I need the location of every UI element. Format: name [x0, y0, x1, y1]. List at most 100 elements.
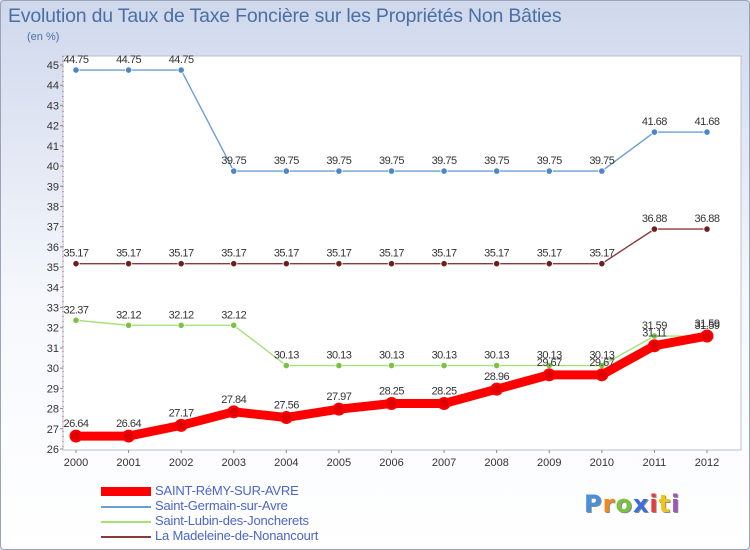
data-label: 31.59	[694, 320, 719, 332]
data-label: 32.12	[116, 309, 141, 321]
y-tick-label: 26	[47, 444, 59, 456]
x-tick-label: 2010	[590, 457, 614, 469]
data-point	[69, 429, 83, 443]
x-tick-label: 2000	[64, 457, 88, 469]
data-point	[647, 339, 661, 353]
chart-title: Evolution du Taux de Taxe Foncière sur l…	[8, 5, 562, 27]
data-label: 39.75	[221, 155, 246, 167]
data-label: 35.17	[537, 248, 562, 260]
x-tick-label: 2004	[274, 457, 298, 469]
x-tick-label: 2005	[327, 457, 351, 469]
data-label: 44.75	[63, 54, 88, 66]
x-tick-label: 2008	[484, 457, 508, 469]
data-point	[279, 410, 293, 424]
y-tick-label: 45	[47, 60, 59, 72]
logo-letter: i	[671, 490, 681, 518]
data-point	[542, 368, 556, 382]
data-point	[440, 361, 448, 370]
data-label: 35.17	[63, 248, 88, 260]
x-tick-label: 2012	[695, 457, 719, 469]
data-point	[177, 66, 185, 74]
legend-swatch-saint-remy	[101, 487, 151, 496]
data-label: 29.67	[537, 357, 562, 369]
legend-label: SAINT-RéMY-SUR-AVRE	[155, 483, 299, 498]
data-label: 35.17	[432, 248, 457, 260]
data-label: 35.17	[274, 248, 299, 260]
data-point	[335, 260, 343, 268]
data-point	[440, 260, 448, 268]
data-point	[545, 167, 553, 175]
data-label: 39.75	[537, 155, 562, 167]
data-point	[545, 260, 553, 268]
data-label: 31.59	[694, 318, 719, 330]
y-tick-label: 37	[47, 222, 59, 234]
logo-letter: P	[584, 490, 603, 518]
y-tick-label: 28	[47, 404, 59, 416]
data-point	[230, 260, 238, 268]
data-label: 41.68	[694, 116, 719, 128]
data-point	[387, 361, 396, 370]
legend-label: Saint-Lubin-des-Joncherets	[155, 513, 309, 528]
data-label: 36.88	[694, 213, 719, 225]
data-point	[177, 260, 185, 268]
data-label: 35.17	[379, 248, 404, 260]
data-point	[387, 167, 396, 175]
data-label: 29.67	[589, 357, 614, 369]
y-tick-label: 42	[47, 121, 59, 133]
data-label: 30.13	[432, 350, 457, 362]
y-tick-label: 33	[47, 303, 59, 315]
data-point	[72, 66, 80, 74]
data-point	[700, 329, 714, 343]
x-tick-label: 2001	[116, 457, 140, 469]
legend-swatch-la-madeleine	[101, 536, 151, 538]
data-label: 27.97	[326, 391, 351, 403]
data-point	[282, 361, 290, 370]
data-point	[595, 368, 609, 382]
data-label: 39.75	[589, 155, 614, 167]
legend-label: La Madeleine-de-Nonancourt	[155, 528, 319, 543]
data-label: 30.13	[274, 350, 299, 362]
data-point	[387, 260, 396, 268]
data-point	[174, 418, 188, 432]
data-point	[230, 321, 238, 329]
y-tick-label: 34	[47, 282, 59, 294]
data-label: 30.13	[589, 350, 614, 362]
data-label: 26.64	[63, 418, 88, 430]
data-point	[72, 260, 80, 268]
data-label: 39.75	[274, 155, 299, 167]
logo-letter: o	[615, 490, 633, 518]
data-label: 31.11	[642, 328, 667, 340]
data-label: 39.75	[484, 155, 509, 167]
data-point	[282, 260, 290, 268]
plot-area	[62, 55, 742, 451]
data-label: 30.13	[326, 350, 351, 362]
data-label: 30.13	[484, 350, 509, 362]
y-tick-label: 39	[47, 181, 59, 193]
data-label: 35.17	[484, 248, 509, 260]
data-label: 28.25	[432, 386, 457, 398]
data-point	[227, 405, 241, 419]
x-tick-label: 2003	[222, 457, 246, 469]
data-point	[122, 429, 136, 443]
logo-letter: r	[602, 490, 616, 518]
data-point	[650, 225, 659, 233]
data-label: 35.17	[116, 248, 141, 260]
logo-letter: t	[658, 490, 672, 518]
y-tick-label: 36	[47, 242, 59, 254]
data-point	[650, 332, 659, 340]
data-point	[493, 260, 501, 268]
y-tick-label: 35	[47, 262, 59, 274]
data-point	[598, 167, 606, 175]
data-point	[493, 361, 501, 370]
data-point	[440, 167, 448, 175]
y-tick-label: 32	[47, 323, 59, 335]
data-point	[332, 402, 346, 416]
x-tick-label: 2006	[379, 457, 403, 469]
data-point	[124, 321, 133, 329]
y-tick-label: 27	[47, 424, 59, 436]
data-label: 26.64	[116, 418, 141, 430]
data-label: 32.37	[63, 304, 88, 316]
data-label: 30.13	[537, 350, 562, 362]
data-label: 28.96	[484, 371, 509, 383]
